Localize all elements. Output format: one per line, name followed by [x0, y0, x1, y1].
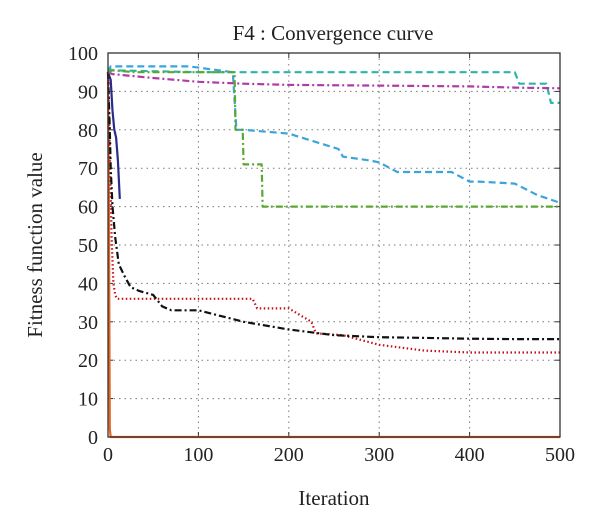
- series-line-1: [106, 72, 560, 439]
- x-tick-label: 400: [455, 444, 485, 466]
- y-tick-label: 40: [78, 273, 98, 295]
- y-axis-label: Fitness function value: [23, 152, 47, 337]
- x-tick-label: 300: [364, 444, 394, 466]
- series-line-2: [106, 71, 121, 199]
- chart-title: F4 : Convergence curve: [233, 21, 434, 45]
- grid: [108, 53, 560, 437]
- x-tick-label: 100: [183, 444, 213, 466]
- y-tick-label: 70: [78, 158, 98, 180]
- y-tick-label: 80: [78, 120, 98, 142]
- series-line-5: [107, 65, 561, 204]
- series-line-6: [107, 67, 560, 104]
- series-group: [106, 65, 561, 439]
- y-tick-label: 20: [78, 350, 98, 372]
- x-tick-label: 500: [545, 444, 575, 466]
- y-tick-label: 100: [68, 43, 98, 65]
- y-tick-label: 10: [78, 389, 98, 411]
- series-line-4: [106, 72, 560, 341]
- y-tick-label: 0: [88, 427, 98, 449]
- axis-ticks: 0 100 200 300 400 500 0 10 20 30 40 50 60 70 80 90 100: [68, 43, 575, 466]
- x-tick-label: 200: [274, 444, 304, 466]
- plot-frame: [107, 52, 561, 438]
- series-line-8: [107, 69, 560, 208]
- y-tick-label: 50: [78, 235, 98, 257]
- y-tick-label: 60: [78, 197, 98, 219]
- series-line-7: [107, 71, 561, 90]
- x-tick-label: 0: [103, 444, 113, 466]
- y-tick-label: 30: [78, 312, 98, 334]
- y-tick-label: 90: [78, 81, 98, 103]
- x-axis-label: Iteration: [298, 486, 370, 510]
- series-line-3: [106, 72, 560, 354]
